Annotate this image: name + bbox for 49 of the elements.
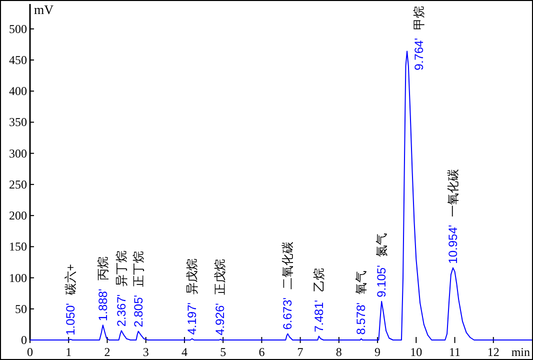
y-tick-label: 450 [9,53,27,67]
y-tick-label: 350 [9,115,27,130]
annotation: 氮气 [374,233,389,258]
annotation: 6.673' [280,297,295,330]
x-tick-label: 9 [374,345,381,359]
y-tick-label: 100 [9,270,27,285]
annotation: 9.105' [374,265,389,298]
x-tick-label: 7 [297,345,304,359]
y-tick-label: 150 [9,240,27,254]
y-tick-label: 400 [9,84,27,98]
annotation: 2.805' [131,294,146,328]
x-tick-label: 12 [487,345,500,359]
y-tick-label: 500 [9,22,27,36]
x-tick-label: 11 [448,345,461,359]
annotation: 丙烷 [96,256,110,281]
x-tick-label: 5 [220,345,226,359]
annotation: 正丁烷 [131,250,146,287]
annotation: 1.050' [64,303,78,336]
y-axis-title: mV [34,2,54,17]
x-axis-title: min [511,345,530,359]
annotation: 10.954' [446,224,460,264]
y-tick-label: 50 [15,302,27,316]
annotation: 8.578' [354,302,368,335]
annotation: 乙烷 [312,268,326,292]
x-tick-label: 2 [104,345,110,359]
annotation: 1.888' [96,288,110,322]
x-tick-label: 1 [66,345,72,359]
annotation: 甲烷 [412,6,426,30]
annotation: 4.926' [213,303,228,336]
x-tick-label: 3 [142,345,149,359]
x-tick-label: 8 [336,345,342,359]
y-tick-label: 250 [9,177,27,192]
annotation: 二氧化碳 [280,241,295,290]
annotation: 一氧化碳 [446,168,460,217]
x-tick-label: 6 [258,345,265,359]
y-tick-label: 300 [9,146,27,160]
annotation: 正戊烷 [213,259,228,296]
annotation: 氧气 [354,270,368,294]
annotation: 异戊烷 [185,258,200,294]
x-tick-label: 4 [181,345,188,359]
annotation: 4.197' [185,302,200,335]
annotation: 碳六+ [64,264,78,296]
y-tick-label: 0 [21,333,27,347]
annotation: 9.764' [412,38,426,70]
x-tick-label: 10 [410,345,422,359]
y-tick-label: 200 [9,208,27,223]
annotation: 2.367' [114,294,128,327]
annotation: 7.481' [312,300,326,332]
annotation: 异丁烷 [114,250,128,286]
